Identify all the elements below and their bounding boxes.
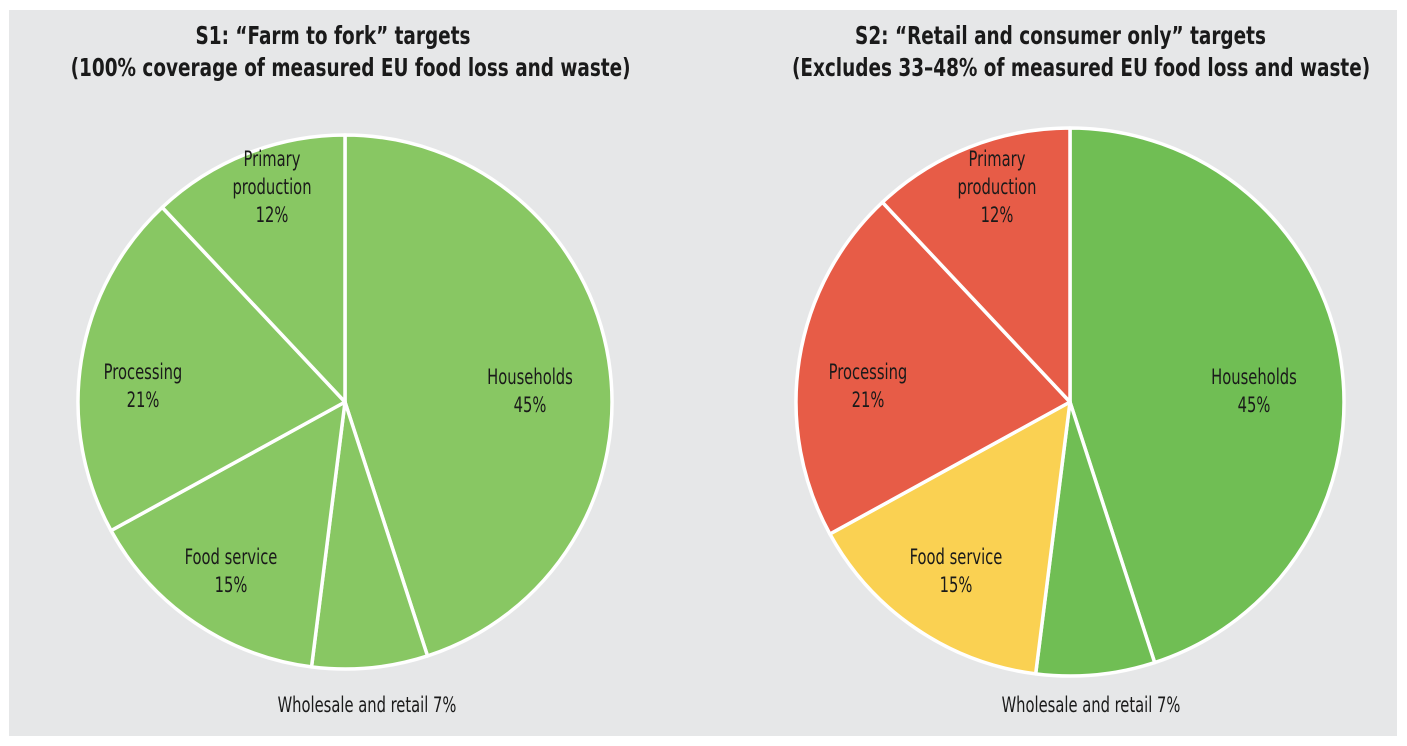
s2-label-food-service-line-1: Food service xyxy=(910,546,1003,569)
s1-label-processing: Processing 21% xyxy=(104,361,183,412)
s1-label-food-service: Food service 15% xyxy=(185,546,278,597)
s2-slice-wholesale-and-retail xyxy=(1033,400,1157,678)
s2-label-primary-production-line-1: Primary xyxy=(969,148,1026,171)
s1-label-wholesale-and-retail-line-1: Wholesale and retail 7% xyxy=(278,694,457,717)
s1-label-food-service-line-1: Food service xyxy=(185,546,278,569)
s2-label-wholesale-and-retail: Wholesale and retail 7% xyxy=(1002,694,1181,717)
chart-title-s1: S1: “Farm to fork” targets (100% coverag… xyxy=(70,20,631,84)
s2-slice-households xyxy=(1068,126,1346,665)
s2-label-food-service-line-2: 15% xyxy=(940,574,973,597)
s1-label-primary-production: Primary production 12% xyxy=(232,148,311,227)
s1-label-wholesale-and-retail: Wholesale and retail 7% xyxy=(278,694,457,717)
s2-label-primary-production-line-2: production xyxy=(957,176,1036,199)
s1-slice-wholesale-and-retail xyxy=(309,400,430,671)
chart-title-s1-line-1: S1: “Farm to fork” targets xyxy=(195,21,471,50)
s2-label-primary-production: Primary production 12% xyxy=(957,148,1036,227)
s2-label-processing: Processing 21% xyxy=(829,361,908,412)
s1-slice-food-service xyxy=(109,400,347,669)
chart-title-s2-line-1: S2: “Retail and consumer only” targets xyxy=(855,21,1266,50)
chart-title-s1-line-2: (100% coverage of measured EU food loss … xyxy=(70,53,631,82)
s1-slice-primary-production xyxy=(160,133,347,404)
chart-title-s2: S2: “Retail and consumer only” targets (… xyxy=(791,20,1371,84)
s1-label-food-service-line-2: 15% xyxy=(215,574,248,597)
s1-slice-processing xyxy=(76,205,347,533)
s1-label-households-line-1: Households xyxy=(487,366,573,389)
s1-slice-households xyxy=(343,133,614,658)
s2-label-households-line-2: 45% xyxy=(1238,394,1271,417)
s1-label-households: Households 45% xyxy=(487,366,573,417)
s2-slice-primary-production xyxy=(880,126,1072,404)
s1-label-processing-line-2: 21% xyxy=(127,389,160,412)
s1-label-processing-line-1: Processing xyxy=(104,361,183,384)
s1-label-households-line-2: 45% xyxy=(514,394,547,417)
s2-label-households: Households 45% xyxy=(1211,366,1297,417)
s2-label-processing-line-2: 21% xyxy=(852,389,885,412)
s1-label-primary-production-line-1: Primary xyxy=(244,148,301,171)
s2-label-households-line-1: Households xyxy=(1211,366,1297,389)
s2-label-primary-production-line-3: 12% xyxy=(981,204,1014,227)
s1-label-primary-production-line-2: production xyxy=(232,176,311,199)
s2-label-food-service: Food service 15% xyxy=(910,546,1003,597)
s2-slice-food-service xyxy=(828,400,1072,676)
s2-slice-processing xyxy=(794,200,1072,536)
s2-label-processing-line-1: Processing xyxy=(829,361,908,384)
s1-label-primary-production-line-3: 12% xyxy=(256,204,289,227)
chart-title-s2-line-2: (Excludes 33–48% of measured EU food los… xyxy=(791,53,1371,82)
s2-label-wholesale-and-retail-line-1: Wholesale and retail 7% xyxy=(1002,694,1181,717)
